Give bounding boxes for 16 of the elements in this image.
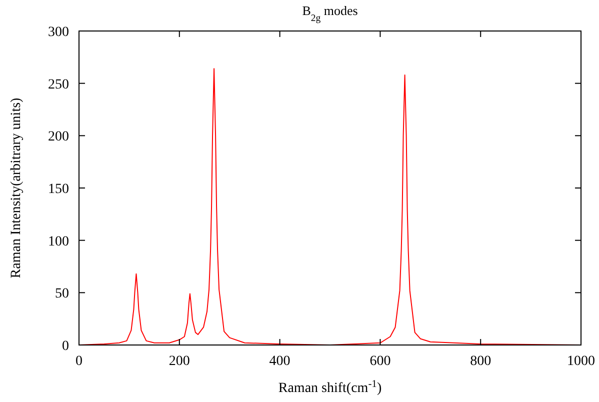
y-tick-label: 300 [48, 25, 69, 40]
x-tick-label: 800 [470, 354, 492, 369]
y-tick-label: 250 [48, 77, 69, 92]
y-tick-label: 50 [55, 286, 69, 302]
x-tick-label: 600 [370, 354, 391, 369]
x-tick-label: 1000 [567, 354, 595, 369]
y-tick-label: 0 [62, 339, 69, 354]
y-axis-title: Raman Intensity(arbitrary units) [9, 97, 24, 278]
chart-title: B$_{2g}$ modes [302, 3, 358, 24]
y-tick-label: 200 [48, 130, 69, 145]
x-axis-title: Raman shift(cm$^{-1}$) [278, 378, 382, 396]
y-tick-label: 100 [48, 234, 69, 250]
y-tick-label: 150 [48, 182, 69, 197]
x-tick-label: 200 [168, 354, 190, 369]
x-tick-label: 400 [269, 354, 290, 369]
x-tick-label: 0 [76, 354, 82, 369]
